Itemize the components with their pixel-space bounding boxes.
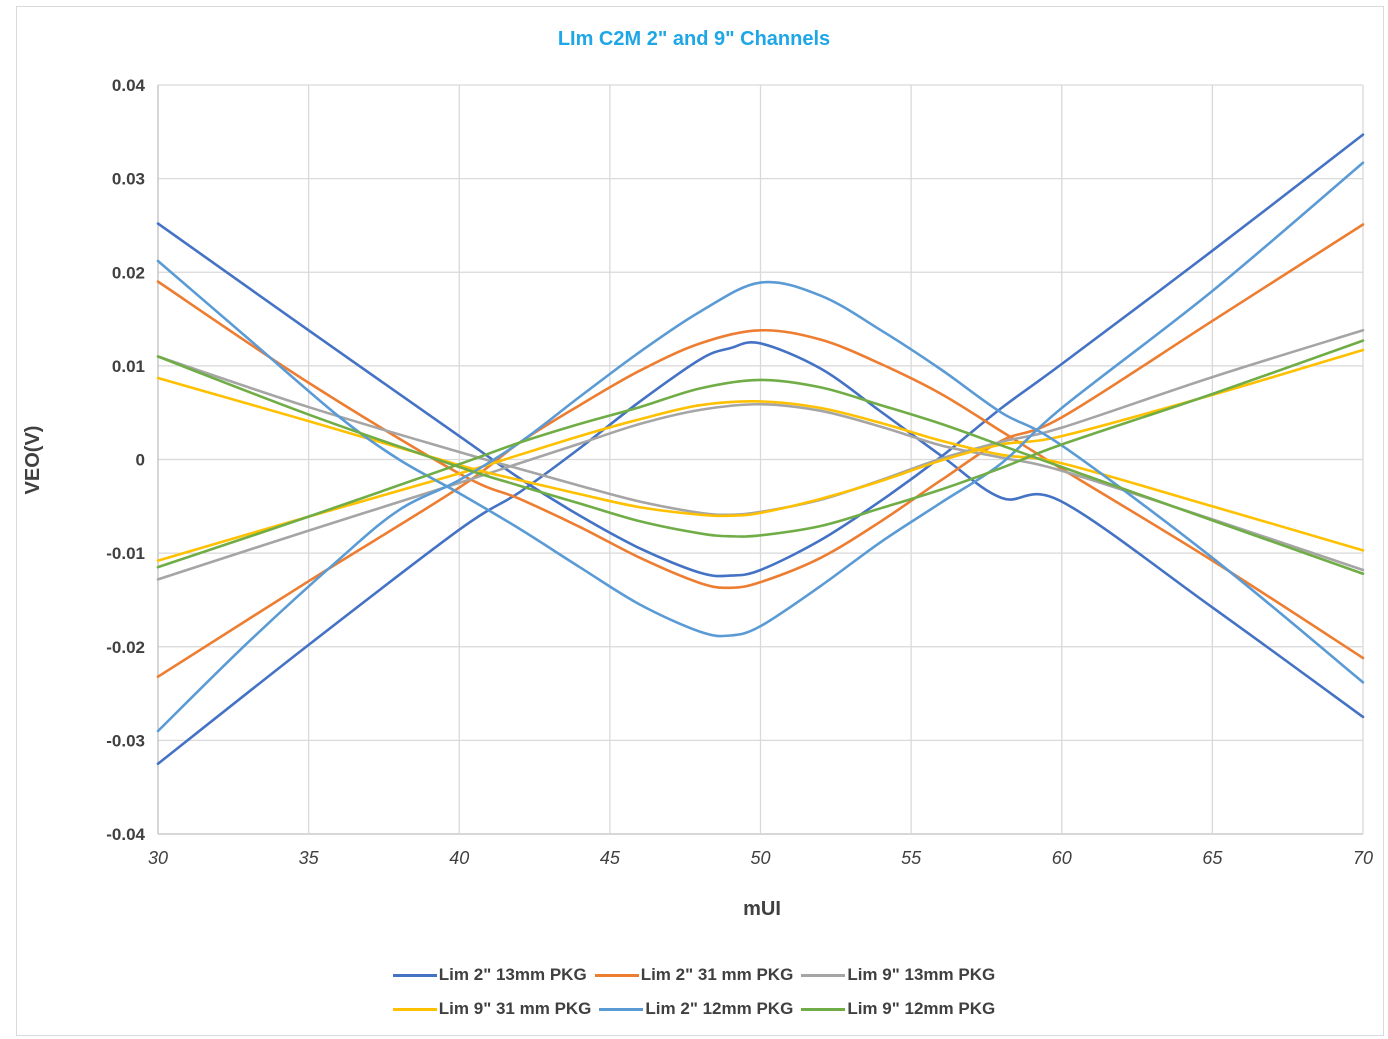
legend-item: Lim 9" 12mm PKG xyxy=(801,999,995,1019)
x-tick-label: 60 xyxy=(1052,848,1072,868)
legend-item: Lim 2" 31 mm PKG xyxy=(594,965,794,985)
series-line-lower xyxy=(156,378,1365,576)
series-line-upper xyxy=(156,223,1365,590)
x-tick-label: 65 xyxy=(1202,848,1223,868)
chart-frame xyxy=(16,6,1384,1036)
x-axis-title: mUI xyxy=(743,898,781,920)
legend-label: Lim 2" 13mm PKG xyxy=(438,965,587,984)
legend-item: Lim 9" 31 mm PKG xyxy=(392,999,592,1019)
series-line-upper xyxy=(156,161,1365,638)
y-tick-label: 0.03 xyxy=(112,170,145,189)
y-tick-label: 0.01 xyxy=(112,357,145,376)
series-line-upper xyxy=(156,348,1365,518)
legend-label: Lim 9" 13mm PKG xyxy=(847,965,996,984)
legend-item: Lim 2" 12mm PKG xyxy=(599,999,793,1019)
y-axis-title: VEO(V) xyxy=(22,426,44,495)
x-tick-label: 50 xyxy=(750,848,770,868)
chart-title: LIm C2M 2" and 9" Channels xyxy=(557,28,831,50)
legend-label: Lim 9" 31 mm PKG xyxy=(438,999,592,1018)
legend-item: Lim 2" 13mm PKG xyxy=(392,965,587,985)
x-tick-label: 55 xyxy=(901,848,922,868)
x-tick-label: 70 xyxy=(1353,848,1373,868)
y-tick-label: 0.02 xyxy=(112,263,145,282)
legend-swatch xyxy=(392,973,437,977)
legend: Lim 2" 13mm PKG Lim 2" 31 mm PKG Lim 9" … xyxy=(0,958,1388,1026)
series-line-lower xyxy=(156,400,1365,562)
x-tick-label: 30 xyxy=(148,848,168,868)
series-layer xyxy=(156,133,1365,766)
x-tick-label: 40 xyxy=(449,848,469,868)
y-tick-label: -0.04 xyxy=(106,825,145,844)
x-tick-label: 35 xyxy=(299,848,320,868)
legend-swatch xyxy=(392,1007,437,1011)
legend-swatch xyxy=(801,1007,846,1011)
legend-label: Lim 9" 12mm PKG xyxy=(847,999,996,1018)
x-tick-label: 45 xyxy=(600,848,621,868)
legend-item: Lim 9" 13mm PKG xyxy=(801,965,995,985)
y-tick-label: -0.01 xyxy=(106,544,145,563)
y-tick-label: -0.03 xyxy=(106,731,145,750)
legend-label: Lim 2" 12mm PKG xyxy=(645,999,794,1018)
series-line-lower xyxy=(156,341,1365,766)
legend-label: Lim 2" 31 mm PKG xyxy=(640,965,794,984)
legend-swatch xyxy=(801,973,846,977)
legend-row: Lim 2" 13mm PKG Lim 2" 31 mm PKG Lim 9" … xyxy=(0,958,1388,992)
y-tick-labels: 0.04 0.03 0.02 0.01 0 -0.01 -0.02 -0.03 -0.04 xyxy=(106,76,145,844)
series-line-lower xyxy=(156,328,1365,679)
legend-swatch xyxy=(599,1007,644,1011)
x-tick-labels: 30 35 40 45 50 55 60 65 70 xyxy=(148,848,1373,868)
legend-swatch xyxy=(594,973,639,977)
y-tick-label: 0 xyxy=(136,451,145,470)
y-tick-label: -0.02 xyxy=(106,638,145,657)
legend-row: Lim 9" 31 mm PKG Lim 2" 12mm PKG Lim 9" … xyxy=(0,992,1388,1026)
series-line-upper xyxy=(156,133,1365,578)
y-tick-label: 0.04 xyxy=(112,76,146,95)
gridlines xyxy=(157,84,1364,835)
